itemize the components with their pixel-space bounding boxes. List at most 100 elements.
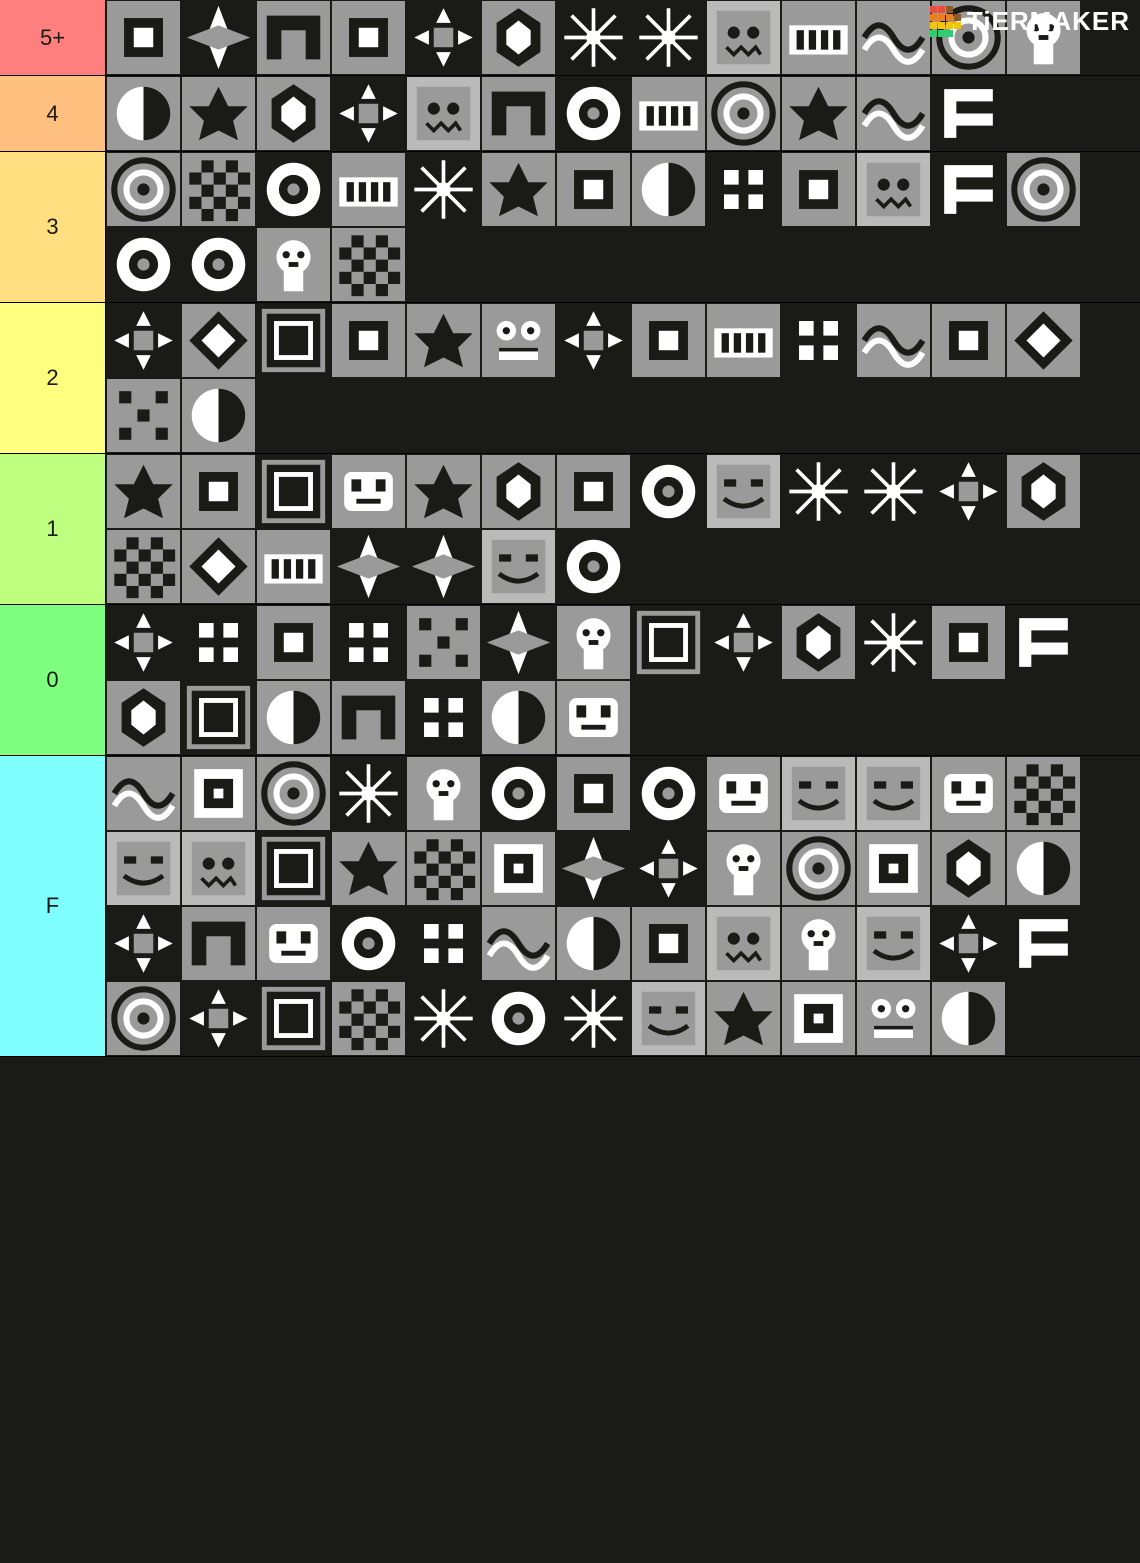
- tier-item-icon[interactable]: [1006, 831, 1081, 906]
- tier-label[interactable]: 0: [0, 605, 106, 755]
- tier-item-icon[interactable]: [556, 454, 631, 529]
- tier-item-icon[interactable]: [406, 906, 481, 981]
- tier-item-icon[interactable]: [1006, 906, 1081, 981]
- tier-item-icon[interactable]: [481, 906, 556, 981]
- tier-item-icon[interactable]: [481, 152, 556, 227]
- tier-item-icon[interactable]: [181, 756, 256, 831]
- tier-item-icon[interactable]: [481, 76, 556, 151]
- tier-item-icon[interactable]: [781, 981, 856, 1056]
- tier-item-icon[interactable]: [331, 454, 406, 529]
- tier-item-icon[interactable]: [931, 303, 1006, 378]
- tier-item-icon[interactable]: [631, 756, 706, 831]
- tier-item-icon[interactable]: [706, 756, 781, 831]
- tier-item-icon[interactable]: [106, 0, 181, 75]
- tier-item-icon[interactable]: [706, 906, 781, 981]
- tier-item-icon[interactable]: [181, 831, 256, 906]
- tier-item-icon[interactable]: [556, 605, 631, 680]
- tier-item-icon[interactable]: [481, 605, 556, 680]
- tier-item-icon[interactable]: [106, 605, 181, 680]
- tier-item-icon[interactable]: [256, 454, 331, 529]
- tier-item-icon[interactable]: [256, 227, 331, 302]
- tier-item-icon[interactable]: [781, 303, 856, 378]
- tier-item-icon[interactable]: [856, 906, 931, 981]
- tier-item-icon[interactable]: [781, 76, 856, 151]
- tier-item-icon[interactable]: [181, 227, 256, 302]
- tier-item-icon[interactable]: [181, 76, 256, 151]
- tier-item-icon[interactable]: [931, 152, 1006, 227]
- tier-item-icon[interactable]: [1006, 152, 1081, 227]
- tier-item-icon[interactable]: [781, 906, 856, 981]
- tier-item-icon[interactable]: [331, 605, 406, 680]
- tier-item-icon[interactable]: [706, 981, 781, 1056]
- tier-item-icon[interactable]: [406, 76, 481, 151]
- tier-item-icon[interactable]: [481, 303, 556, 378]
- tier-label[interactable]: 4: [0, 76, 106, 151]
- tier-item-icon[interactable]: [106, 981, 181, 1056]
- tier-item-icon[interactable]: [256, 831, 331, 906]
- tier-item-icon[interactable]: [556, 152, 631, 227]
- tier-item-icon[interactable]: [106, 831, 181, 906]
- tier-item-icon[interactable]: [256, 0, 331, 75]
- tier-item-icon[interactable]: [631, 454, 706, 529]
- tier-item-icon[interactable]: [1006, 454, 1081, 529]
- tier-item-icon[interactable]: [856, 831, 931, 906]
- tier-item-icon[interactable]: [706, 454, 781, 529]
- tier-item-icon[interactable]: [331, 831, 406, 906]
- tier-item-icon[interactable]: [256, 981, 331, 1056]
- tier-item-icon[interactable]: [106, 454, 181, 529]
- tier-item-icon[interactable]: [481, 454, 556, 529]
- tier-item-icon[interactable]: [631, 831, 706, 906]
- tier-item-icon[interactable]: [406, 605, 481, 680]
- tier-item-icon[interactable]: [706, 605, 781, 680]
- tier-item-icon[interactable]: [931, 605, 1006, 680]
- tier-item-icon[interactable]: [931, 76, 1006, 151]
- tier-item-icon[interactable]: [481, 756, 556, 831]
- tier-item-icon[interactable]: [631, 303, 706, 378]
- tier-item-icon[interactable]: [331, 152, 406, 227]
- tier-item-icon[interactable]: [556, 76, 631, 151]
- tier-item-icon[interactable]: [856, 454, 931, 529]
- tier-item-icon[interactable]: [781, 152, 856, 227]
- tier-item-icon[interactable]: [1006, 605, 1081, 680]
- tier-item-icon[interactable]: [106, 152, 181, 227]
- tier-item-icon[interactable]: [856, 0, 931, 75]
- tier-item-icon[interactable]: [631, 76, 706, 151]
- tier-item-icon[interactable]: [481, 0, 556, 75]
- tier-item-icon[interactable]: [106, 529, 181, 604]
- tier-item-icon[interactable]: [781, 454, 856, 529]
- tier-item-icon[interactable]: [181, 152, 256, 227]
- tier-item-icon[interactable]: [331, 529, 406, 604]
- tier-item-icon[interactable]: [406, 152, 481, 227]
- tier-item-icon[interactable]: [256, 756, 331, 831]
- tier-item-icon[interactable]: [256, 680, 331, 755]
- tier-item-icon[interactable]: [256, 303, 331, 378]
- tier-item-icon[interactable]: [406, 529, 481, 604]
- tier-item-icon[interactable]: [406, 0, 481, 75]
- tier-item-icon[interactable]: [631, 906, 706, 981]
- tier-item-icon[interactable]: [856, 605, 931, 680]
- tier-item-icon[interactable]: [331, 906, 406, 981]
- tier-item-icon[interactable]: [481, 529, 556, 604]
- tier-item-icon[interactable]: [181, 454, 256, 529]
- tier-item-icon[interactable]: [331, 680, 406, 755]
- tier-item-icon[interactable]: [181, 0, 256, 75]
- tier-item-icon[interactable]: [406, 454, 481, 529]
- tier-item-icon[interactable]: [106, 227, 181, 302]
- tier-item-icon[interactable]: [556, 906, 631, 981]
- tier-item-icon[interactable]: [556, 0, 631, 75]
- tier-item-icon[interactable]: [256, 605, 331, 680]
- tier-item-icon[interactable]: [706, 152, 781, 227]
- tier-item-icon[interactable]: [556, 529, 631, 604]
- tier-item-icon[interactable]: [931, 906, 1006, 981]
- tier-item-icon[interactable]: [931, 981, 1006, 1056]
- tier-item-icon[interactable]: [181, 605, 256, 680]
- tier-item-icon[interactable]: [406, 831, 481, 906]
- tier-item-icon[interactable]: [631, 981, 706, 1056]
- tier-label[interactable]: F: [0, 756, 106, 1056]
- tier-item-icon[interactable]: [706, 831, 781, 906]
- tier-item-icon[interactable]: [856, 981, 931, 1056]
- tier-item-icon[interactable]: [406, 756, 481, 831]
- tier-item-icon[interactable]: [181, 529, 256, 604]
- tier-item-icon[interactable]: [106, 756, 181, 831]
- tier-item-icon[interactable]: [856, 152, 931, 227]
